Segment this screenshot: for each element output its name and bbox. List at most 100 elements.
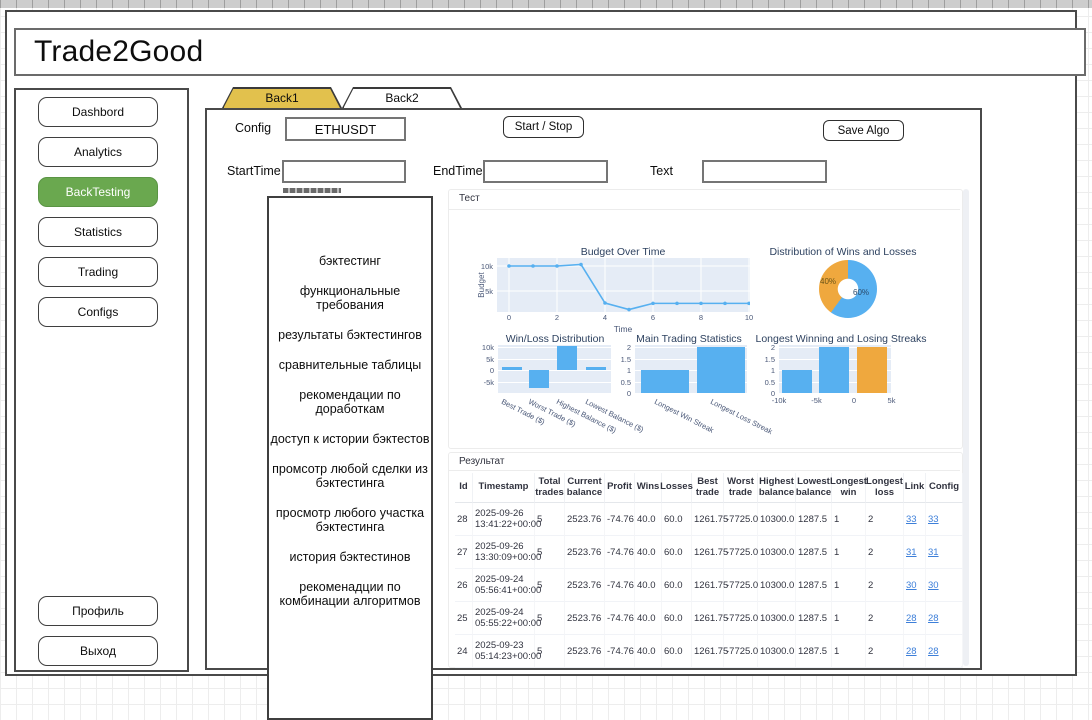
y-tick: -5k [483,377,494,387]
table-cell: 1 [832,602,866,635]
results-table: Id Timestamp Total trades Current balance Pr… [455,473,963,668]
table-cell: 1261.75 [692,536,728,569]
table-cell: 60.0 [662,602,692,635]
config-link-cell: 30 [926,569,963,602]
note-item: история бэктестинов [289,550,411,564]
y-tick: 10k [480,262,493,271]
table-cell: 1287.5 [796,569,832,602]
sidebar-item-statistics[interactable]: Statistics [38,217,158,247]
x-tick: -10k [771,396,787,405]
config-input[interactable] [285,117,406,141]
x-tick: 2 [554,313,560,322]
note-item: сравнительные таблицы [278,358,422,372]
table-cell: 2523.76 [565,536,605,569]
main-stats-chart-title: Main Trading Statistics [636,333,742,345]
table-cell: -74.76 [605,569,635,602]
generated-layer: Dashbord Analytics BackTesting Statistics Tr… [38,87,927,666]
sidebar-item-logout[interactable]: Выход [38,636,158,666]
table-link[interactable]: 33 [928,513,939,525]
start-time-input[interactable] [282,160,406,183]
bar [502,367,522,370]
table-cell: 25 [455,602,473,635]
bar [641,370,689,393]
table-cell: -7725.0 [724,569,758,602]
table-cell: -74.76 [605,503,635,536]
budget-chart-title: Budget Over Time [580,246,666,258]
table-link[interactable]: 31 [928,546,939,558]
save-algo-button[interactable]: Save Algo [823,120,904,141]
table-header-link: Link [904,473,926,503]
donut-label-60: 60% [853,288,870,297]
table-cell: 26 [455,569,473,602]
table-cell: -7725.0 [724,503,758,536]
table-header-worst-trade: Worst trade [724,473,758,503]
bar [819,347,849,393]
table-link[interactable]: 30 [906,579,917,591]
table-cell: 1287.5 [796,602,832,635]
config-link-cell: 28 [926,635,963,668]
table-cell: -74.76 [605,602,635,635]
table-link[interactable]: 30 [928,579,939,591]
y-tick: 0.5 [764,377,775,387]
table-link[interactable]: 28 [928,645,939,657]
x-tick: 4 [602,313,608,322]
sidebar-item-trading[interactable]: Trading [38,257,158,287]
table-cell: 60.0 [662,536,692,569]
table-header-highest-balance: Highest balance [758,473,796,503]
note-item: рекомендации по доработкам [299,388,401,416]
start-stop-button[interactable]: Start / Stop [503,116,584,138]
y-tick: 1.5 [620,354,631,364]
table-cell: 1261.75 [692,635,728,668]
table-cell: -74.76 [605,635,635,668]
sidebar-item-dashbord[interactable]: Dashbord [38,97,158,127]
end-time-input[interactable] [483,160,608,183]
y-tick: 0 [489,366,494,375]
result-section-panel [448,452,963,668]
gridline [635,370,747,371]
table-cell: 10300.0 [758,602,796,635]
bar [586,367,606,370]
note-item: результаты бэктестингов [278,328,422,342]
note-item: функциональные требования [299,284,401,312]
table-cell: 1287.5 [796,503,832,536]
canvas-scrollbar-horizontal[interactable] [0,0,1092,8]
table-cell: 60.0 [662,503,692,536]
table-header-longest-win: Longest win [830,473,867,503]
test-section-label[interactable]: Тест [459,193,480,204]
table-link[interactable]: 28 [906,612,917,624]
sidebar-item-configs[interactable]: Configs [38,297,158,327]
table-cell: 24 [455,635,473,668]
sidebar-item-analytics[interactable]: Analytics [38,137,158,167]
tab-label: Back1 [223,88,340,108]
table-cell: -7725.0 [724,602,758,635]
table-cell: 2 [866,635,904,668]
table-link[interactable]: 31 [906,546,917,558]
table-cell: 2523.76 [565,503,605,536]
table-link[interactable]: 28 [928,612,939,624]
gridline [498,358,611,360]
winloss-chart-title: Win/Loss Distribution [505,333,605,345]
x-tick: 0 [506,313,512,322]
config-label: Config [235,121,272,135]
text-input[interactable] [702,160,827,183]
page-title: Trade2Good [34,35,204,68]
sidebar-item-backtesting[interactable]: BackTesting [38,177,158,207]
table-cell: 60.0 [662,635,692,668]
sidebar-item-profile[interactable]: Профиль [38,596,158,626]
tab-back2[interactable]: Back2 [342,87,462,108]
table-link[interactable]: 28 [906,645,917,657]
y-axis-label: Budget [477,272,486,298]
note-item: доступ к истории бэктестов [270,432,430,446]
note-item: бэктестинг [319,254,381,268]
tab-back1[interactable]: Back1 [222,87,342,108]
category-label: Longest Loss Streak [708,397,774,437]
table-header-best-trade: Best trade [692,473,724,503]
result-section-label[interactable]: Результат [459,456,505,467]
dashboard-scrollbar[interactable] [963,189,969,666]
table-header-longest-loss: Longest loss [866,473,904,503]
table-link[interactable]: 33 [906,513,917,525]
x-tick: 5k [887,396,896,405]
y-tick: 5k [486,354,494,364]
timestamp-cell: 2025-09-24 05:55:22+00:00 [473,602,541,635]
test-section-divider [449,209,960,210]
